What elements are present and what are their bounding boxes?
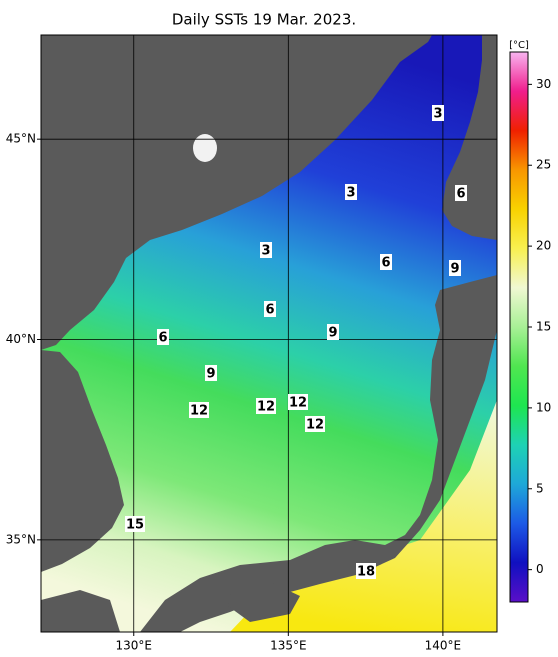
colorbar-tick-label: 20 xyxy=(536,239,551,253)
contour-label-box xyxy=(455,185,467,201)
contour-label: 12 xyxy=(306,418,324,433)
land-kyushu xyxy=(41,590,120,632)
land-mainland xyxy=(41,35,432,350)
lon-tick-label: 140°E xyxy=(425,639,462,653)
land-honshu xyxy=(140,275,497,632)
lon-tick-label: 135°E xyxy=(270,639,307,653)
colorbar-tick-label: 25 xyxy=(536,158,551,172)
contour-label: 12 xyxy=(289,396,307,411)
map-frame xyxy=(40,34,498,633)
lat-tick-label: 40°N xyxy=(6,332,36,346)
contour-label: 6 xyxy=(265,303,274,318)
colorbar-scale xyxy=(509,51,529,603)
land-korea xyxy=(41,350,124,572)
contour-label: 6 xyxy=(158,331,167,346)
contour-label-box xyxy=(125,516,145,532)
lake xyxy=(193,134,217,162)
contour-label: 12 xyxy=(257,400,275,415)
contour-label-box xyxy=(205,365,217,381)
contour-label: 15 xyxy=(126,518,144,533)
contour-label-box xyxy=(380,254,392,270)
contour-label-box xyxy=(305,416,325,432)
contour-label: 6 xyxy=(456,187,465,202)
contour-label: 3 xyxy=(433,107,442,122)
contour-label-box xyxy=(432,105,444,121)
contour-label-box xyxy=(345,184,357,200)
contour-label: 9 xyxy=(450,262,459,277)
lat-tick-label: 45°N xyxy=(6,132,36,146)
colorbar: [°C] 0 5 10 15 20 25 30 xyxy=(509,40,551,603)
pacific-sea xyxy=(230,400,497,632)
contour-label-box xyxy=(260,242,272,258)
contour-label: 18 xyxy=(357,565,375,580)
contour-label: 9 xyxy=(206,367,215,382)
contour-label-box xyxy=(356,563,376,579)
contour-label: 6 xyxy=(381,256,390,271)
contour-label-box xyxy=(189,402,209,418)
contour-label: 9 xyxy=(328,326,337,341)
colorbar-tick-label: 0 xyxy=(536,562,544,576)
contour-label-box xyxy=(449,260,461,276)
map-title: Daily SSTs 19 Mar. 2023. xyxy=(172,11,356,29)
lon-tick-label: 130°E xyxy=(115,639,152,653)
contour-label: 3 xyxy=(346,186,355,201)
colorbar-unit: [°C] xyxy=(509,40,529,51)
contour-labels: 3 3 3 6 6 6 6 9 9 9 12 12 12 12 15 18 xyxy=(125,105,467,580)
contour-label-box xyxy=(157,329,169,345)
contour-label: 12 xyxy=(190,404,208,419)
land-shikoku xyxy=(228,582,300,622)
contour-label-box xyxy=(288,394,308,410)
colorbar-tick-label: 5 xyxy=(536,481,544,495)
colorbar-tick-label: 15 xyxy=(536,320,551,334)
lat-tick-label: 35°N xyxy=(6,532,36,546)
colorbar-tick-label: 10 xyxy=(536,400,551,414)
grid xyxy=(41,35,497,632)
contour-label: 3 xyxy=(261,244,270,259)
contour-label-box xyxy=(264,301,276,317)
contour-label-box xyxy=(256,398,276,414)
contour-label-box xyxy=(327,324,339,340)
map-area: 3 3 3 6 6 6 6 9 9 9 12 12 12 12 15 18 xyxy=(41,35,497,632)
colorbar-tick-label: 30 xyxy=(536,77,551,91)
